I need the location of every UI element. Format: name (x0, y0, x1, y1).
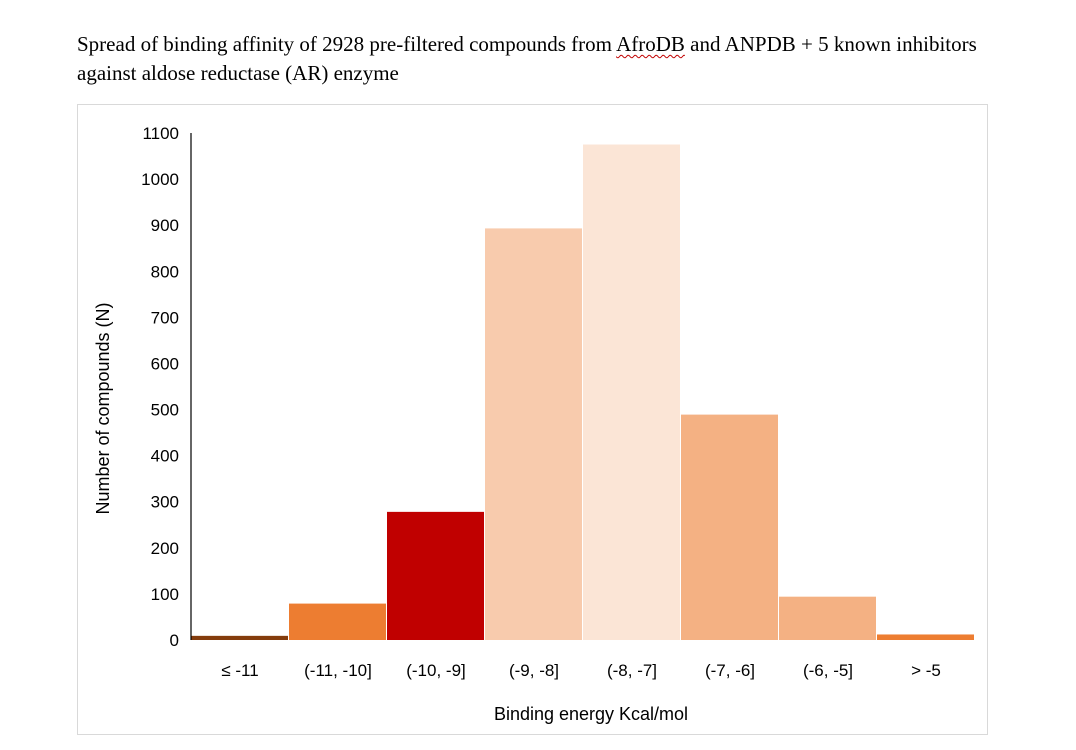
y-tick-label-0: 0 (170, 631, 179, 650)
bar-4 (583, 144, 680, 640)
histogram-chart: 0 100 200 300 400 500 600 700 800 900 1000 1100 ≤ -1… (93, 124, 974, 724)
y-tick-label-4: 400 (151, 447, 179, 466)
y-tick-label-5: 500 (151, 401, 179, 420)
y-tick-label-10: 1000 (141, 170, 179, 189)
y-tick-label-3: 300 (151, 493, 179, 512)
y-axis-title: Number of compounds (N) (93, 302, 113, 514)
x-category-label-5: (-7, -6] (705, 661, 755, 680)
bar-3 (485, 228, 582, 640)
y-tick-label-1: 100 (151, 585, 179, 604)
x-category-label-2: (-10, -9] (406, 661, 466, 680)
chart-title-part2: and ANPDB + 5 known inhibitors against a… (77, 32, 977, 85)
y-tick-label-6: 600 (151, 354, 179, 373)
y-tick-label-11: 1100 (142, 124, 179, 143)
chart-title: Spread of binding affinity of 2928 pre-f… (77, 30, 1037, 88)
chart-title-flagged-word: AfroDB (616, 32, 685, 56)
chart-title-part1: Spread of binding affinity of 2928 pre-f… (77, 32, 617, 56)
y-tick-label-7: 700 (151, 308, 179, 327)
x-category-label-4: (-8, -7] (607, 661, 657, 680)
y-tick-label-8: 800 (151, 262, 179, 281)
x-category-label-7: > -5 (911, 661, 941, 680)
x-category-label-3: (-9, -8] (509, 661, 559, 680)
bar-2 (387, 511, 484, 640)
chart-area: 0 100 200 300 400 500 600 700 800 900 1000 1100 ≤ -1… (77, 104, 988, 735)
y-tick-label-9: 900 (151, 216, 179, 235)
bar-6 (779, 596, 876, 640)
x-category-label-6: (-6, -5] (803, 661, 853, 680)
x-category-label-0: ≤ -11 (221, 661, 258, 680)
bar-0 (191, 635, 288, 640)
x-category-label-1: (-11, -10] (304, 661, 372, 680)
y-tick-label-2: 200 (151, 539, 179, 558)
bar-5 (681, 414, 778, 640)
bar-7 (877, 634, 974, 640)
bar-1 (289, 603, 386, 640)
x-axis-title: Binding energy Kcal/mol (494, 704, 688, 724)
